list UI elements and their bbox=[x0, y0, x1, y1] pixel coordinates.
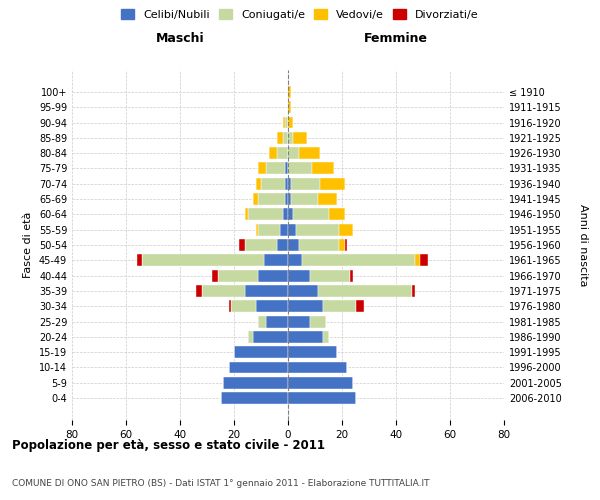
Bar bbox=[223, 377, 288, 389]
Bar bbox=[421, 254, 428, 266]
Bar bbox=[320, 178, 344, 190]
Bar bbox=[412, 285, 415, 297]
Y-axis label: Anni di nascita: Anni di nascita bbox=[578, 204, 589, 286]
Bar bbox=[310, 316, 326, 328]
Bar bbox=[259, 270, 288, 281]
Bar bbox=[355, 300, 364, 312]
Bar bbox=[288, 147, 299, 159]
Bar bbox=[288, 300, 323, 312]
Bar bbox=[286, 162, 288, 174]
Bar bbox=[264, 254, 288, 266]
Bar bbox=[290, 178, 320, 190]
Bar bbox=[288, 392, 355, 404]
Legend: Celibi/Nubili, Coniugati/e, Vedovi/e, Divorziati/e: Celibi/Nubili, Coniugati/e, Vedovi/e, Di… bbox=[118, 6, 482, 23]
Bar bbox=[253, 193, 259, 205]
Bar bbox=[313, 162, 334, 174]
Bar bbox=[232, 300, 256, 312]
Bar bbox=[256, 178, 261, 190]
Bar bbox=[288, 224, 296, 235]
Bar bbox=[415, 254, 420, 266]
Bar bbox=[229, 362, 288, 374]
Bar bbox=[286, 116, 288, 128]
Bar bbox=[277, 132, 283, 144]
Bar bbox=[283, 132, 288, 144]
Bar bbox=[245, 285, 288, 297]
Bar bbox=[239, 239, 245, 251]
Bar bbox=[256, 224, 259, 235]
Bar bbox=[288, 285, 318, 297]
Bar bbox=[288, 86, 290, 98]
Bar bbox=[288, 162, 313, 174]
Bar bbox=[296, 224, 340, 235]
Bar bbox=[288, 377, 353, 389]
Bar bbox=[277, 239, 288, 251]
Bar bbox=[302, 254, 415, 266]
Bar bbox=[258, 224, 280, 235]
Bar bbox=[258, 162, 266, 174]
Bar bbox=[293, 132, 307, 144]
Bar bbox=[286, 193, 288, 205]
Bar bbox=[288, 208, 293, 220]
Bar bbox=[283, 116, 286, 128]
Bar bbox=[259, 193, 286, 205]
Bar bbox=[277, 147, 288, 159]
Bar bbox=[290, 193, 318, 205]
Bar bbox=[288, 346, 337, 358]
Bar bbox=[253, 331, 288, 343]
Bar bbox=[288, 178, 290, 190]
Text: Maschi: Maschi bbox=[155, 32, 205, 46]
Bar bbox=[280, 224, 288, 235]
Bar bbox=[288, 116, 293, 128]
Bar bbox=[288, 132, 293, 144]
Bar bbox=[245, 208, 248, 220]
Y-axis label: Fasce di età: Fasce di età bbox=[23, 212, 33, 278]
Bar bbox=[137, 254, 142, 266]
Bar bbox=[248, 208, 283, 220]
Bar bbox=[288, 331, 323, 343]
Bar bbox=[340, 224, 353, 235]
Bar bbox=[288, 239, 299, 251]
Bar bbox=[283, 208, 288, 220]
Text: Femmine: Femmine bbox=[364, 32, 428, 46]
Bar bbox=[340, 239, 344, 251]
Bar bbox=[269, 147, 277, 159]
Bar bbox=[318, 193, 337, 205]
Text: COMUNE DI ONO SAN PIETRO (BS) - Dati ISTAT 1° gennaio 2011 - Elaborazione TUTTIT: COMUNE DI ONO SAN PIETRO (BS) - Dati IST… bbox=[12, 478, 430, 488]
Bar bbox=[256, 300, 288, 312]
Bar bbox=[286, 178, 288, 190]
Text: Popolazione per età, sesso e stato civile - 2011: Popolazione per età, sesso e stato civil… bbox=[12, 440, 325, 452]
Bar bbox=[323, 331, 329, 343]
Bar bbox=[142, 254, 264, 266]
Bar bbox=[202, 285, 245, 297]
Bar bbox=[218, 270, 259, 281]
Bar bbox=[266, 316, 288, 328]
Bar bbox=[310, 270, 350, 281]
Bar bbox=[323, 300, 355, 312]
Bar bbox=[350, 270, 353, 281]
Bar bbox=[221, 392, 288, 404]
Bar bbox=[245, 239, 277, 251]
Bar bbox=[288, 101, 290, 113]
Bar bbox=[234, 346, 288, 358]
Bar bbox=[318, 285, 412, 297]
Bar bbox=[288, 270, 310, 281]
Bar bbox=[247, 331, 253, 343]
Bar bbox=[288, 193, 290, 205]
Bar bbox=[196, 285, 202, 297]
Bar bbox=[299, 147, 320, 159]
Bar bbox=[212, 270, 218, 281]
Bar bbox=[229, 300, 232, 312]
Bar bbox=[288, 362, 347, 374]
Bar bbox=[293, 208, 329, 220]
Bar bbox=[344, 239, 347, 251]
Bar bbox=[266, 162, 286, 174]
Bar bbox=[288, 316, 310, 328]
Bar bbox=[299, 239, 340, 251]
Bar bbox=[261, 178, 286, 190]
Bar bbox=[329, 208, 344, 220]
Bar bbox=[258, 316, 266, 328]
Bar bbox=[288, 254, 302, 266]
